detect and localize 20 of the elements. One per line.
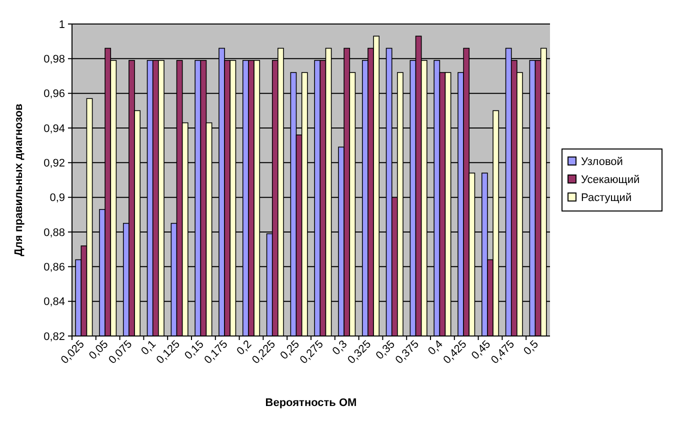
y-tick-label: 0,84 bbox=[44, 296, 65, 308]
x-tick-label: 0,4 bbox=[426, 338, 446, 358]
legend-label: Растущий bbox=[581, 192, 632, 204]
legend-label: Усекающий bbox=[581, 174, 640, 186]
y-tick-label: 0,86 bbox=[44, 262, 65, 274]
y-tick-label: 0,82 bbox=[44, 330, 65, 343]
y-tick-label: 0,88 bbox=[44, 226, 65, 239]
y-tick-label: 0,9 bbox=[50, 192, 65, 204]
y-tick-label: 0,98 bbox=[44, 54, 65, 66]
y-axis-title: Для правильных диагнозов bbox=[13, 103, 25, 256]
x-tick-label: 0,2 bbox=[234, 338, 254, 358]
x-axis-title: Вероятность ОМ bbox=[265, 397, 357, 409]
x-tick-label: 0,3 bbox=[330, 338, 350, 358]
y-tick-label: 0,96 bbox=[44, 88, 65, 100]
x-tick-label: 0,1 bbox=[139, 338, 158, 358]
y-tick-label: 0,92 bbox=[44, 158, 65, 170]
x-tick-label: 0,5 bbox=[522, 338, 541, 358]
legend-label: Узловой bbox=[581, 156, 623, 168]
y-tick-label: 0,94 bbox=[44, 122, 65, 135]
y-tick-label: 1 bbox=[58, 18, 65, 31]
